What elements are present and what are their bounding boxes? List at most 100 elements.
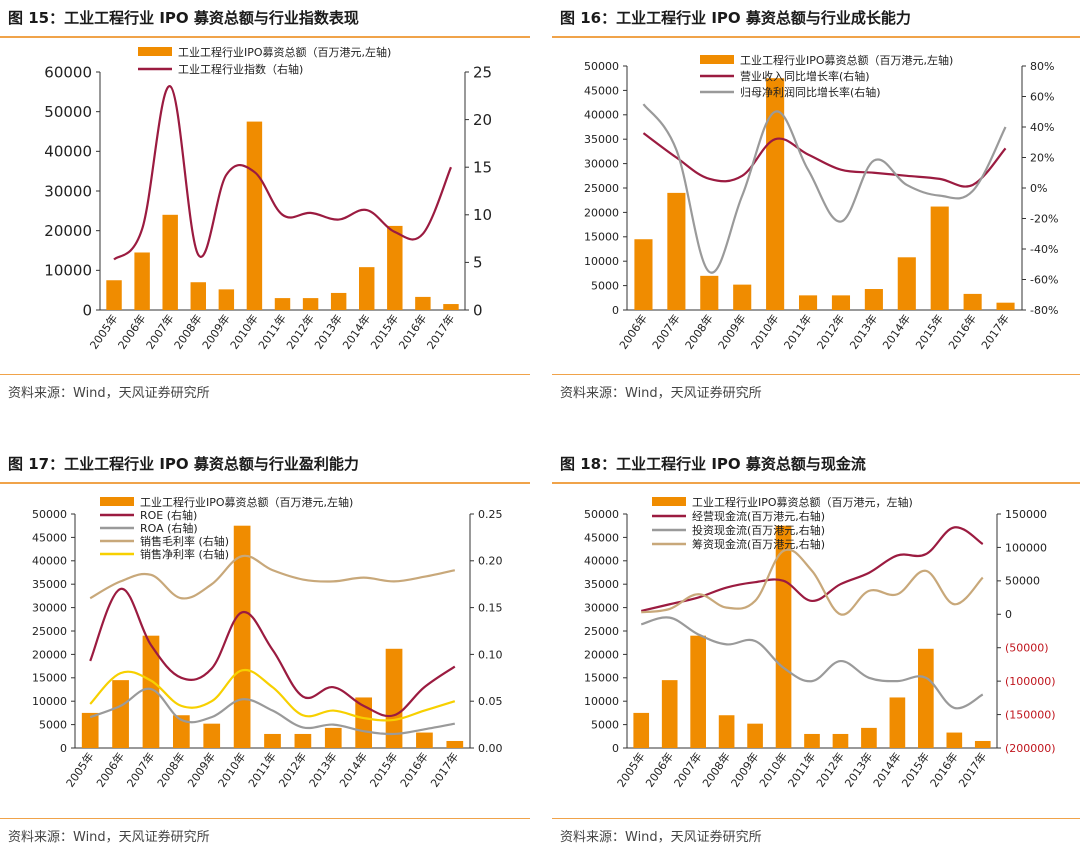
bar [946, 732, 963, 748]
y-tick-label-left: 20000 [584, 648, 619, 661]
y-tick-label-right: 0 [1005, 608, 1012, 621]
x-tick-label: 2005年 [614, 750, 648, 790]
legend-swatch-bar [652, 497, 686, 506]
bar [416, 732, 433, 748]
x-tick-label: 2012年 [813, 750, 847, 790]
y-tick-label-right: 0.10 [478, 648, 503, 661]
y-tick-label-left: 25000 [584, 625, 619, 638]
series-line [89, 554, 456, 600]
y-tick-label-right: (50000) [1005, 642, 1049, 655]
chart-fig18: 0 5000 10000 15000 20000 25000 30000 35000 40000… [584, 495, 1056, 790]
x-tick-label: 2013年 [306, 750, 340, 790]
bar [974, 740, 991, 748]
y-tick-label-left: 15000 [584, 231, 619, 244]
y-tick-label-right: -60% [1030, 273, 1058, 286]
bar [446, 740, 464, 748]
y-tick-label-left: 0 [612, 742, 619, 755]
legend-label: 工业工程行业指数（右轴) [178, 62, 303, 76]
bar [996, 302, 1015, 310]
bar [324, 727, 342, 748]
bar [355, 697, 373, 748]
y-tick-label-left: 0 [60, 742, 67, 755]
y-tick-label-left: 50000 [44, 103, 92, 121]
y-tick-label-left: 5000 [591, 718, 619, 731]
x-tick-label: 2009年 [199, 312, 233, 352]
bar [766, 78, 785, 310]
y-tick-label-left: 40000 [44, 143, 92, 161]
bar [798, 295, 818, 310]
bar [190, 282, 206, 310]
bar [718, 715, 735, 748]
chart-title: 图 16：工业工程行业 IPO 募资总额与行业成长能力 [552, 0, 1080, 38]
y-tick-label-left: 0 [82, 301, 92, 319]
x-tick-label: 2012年 [276, 750, 310, 790]
series-line [642, 132, 1007, 188]
x-tick-label: 2005年 [63, 750, 97, 790]
bar [864, 289, 883, 310]
y-tick-label-left: 35000 [32, 578, 67, 591]
bar [330, 292, 347, 310]
y-tick-label-right: 0.20 [478, 555, 503, 568]
x-tick-label: 2014年 [870, 750, 904, 790]
source-divider [0, 818, 530, 819]
panel-fig16: 图 16：工业工程行业 IPO 募资总额与行业成长能力 0 5000 10000 15… [552, 0, 1080, 420]
series-line [640, 526, 984, 613]
x-tick-label: 2006年 [115, 312, 149, 352]
y-tick-label-left: 50000 [32, 508, 67, 521]
y-tick-label-right: 60% [1030, 90, 1054, 103]
bar [162, 214, 178, 310]
y-tick-label-left: 10000 [584, 695, 619, 708]
legend-label: 归母净利润同比增长率(右轴) [740, 85, 881, 99]
y-tick-label-left: 35000 [584, 578, 619, 591]
x-tick-label: 2010年 [227, 312, 261, 352]
x-tick-label: 2009年 [184, 750, 218, 790]
bar [634, 239, 653, 310]
y-tick-label-left: 10000 [584, 255, 619, 268]
bar [142, 635, 160, 748]
bar [302, 298, 319, 310]
y-tick-label-left: 0 [612, 304, 619, 317]
y-tick-label-right: 80% [1030, 60, 1054, 73]
bar [387, 225, 403, 310]
legend-swatch-bar [138, 47, 172, 56]
y-tick-label-left: 60000 [44, 63, 92, 81]
panel-fig15: 图 15：工业工程行业 IPO 募资总额与行业指数表现 0 10000 20000 3… [0, 0, 530, 420]
bar [106, 280, 122, 310]
bar [385, 648, 403, 748]
series-line [89, 687, 456, 736]
y-tick-label-left: 5000 [39, 718, 67, 731]
series-line [89, 668, 456, 722]
y-tick-label-left: 45000 [584, 84, 619, 97]
x-tick-label: 2014年 [336, 750, 370, 790]
y-tick-label-right: (150000) [1005, 708, 1056, 721]
x-tick-label: 2008年 [682, 312, 716, 352]
y-tick-label-left: 15000 [32, 672, 67, 685]
bar [700, 275, 719, 310]
x-tick-label: 2006年 [642, 750, 676, 790]
x-tick-label: 2007年 [143, 312, 177, 352]
x-tick-label: 2006年 [93, 750, 127, 790]
bar [897, 257, 916, 310]
bar [775, 525, 792, 748]
y-tick-label-right: 0.05 [478, 695, 503, 708]
bar [112, 680, 129, 748]
series-line [641, 548, 984, 616]
source-text: 资料来源：Wind，天风证券研究所 [560, 386, 762, 401]
series-line [640, 616, 984, 710]
y-tick-label-left: 50000 [584, 60, 619, 73]
legend-swatch-bar [100, 497, 134, 506]
legend-label: 投资现金流(百万港元,右轴) [692, 523, 825, 537]
bar [861, 727, 877, 748]
x-tick-label: 2017年 [427, 750, 461, 790]
x-tick-label: 2013年 [842, 750, 876, 790]
y-tick-label-left: 20000 [584, 206, 619, 219]
y-tick-label-right: 150000 [1005, 508, 1047, 521]
bar [443, 304, 459, 310]
y-tick-label-right: 5 [473, 254, 483, 272]
bar [134, 252, 150, 310]
chart-title: 图 18：工业工程行业 IPO 募资总额与现金流 [552, 446, 1080, 484]
y-tick-label-left: 40000 [584, 555, 619, 568]
bar [359, 267, 375, 310]
y-tick-label-left: 15000 [584, 672, 619, 685]
bar [661, 680, 678, 748]
